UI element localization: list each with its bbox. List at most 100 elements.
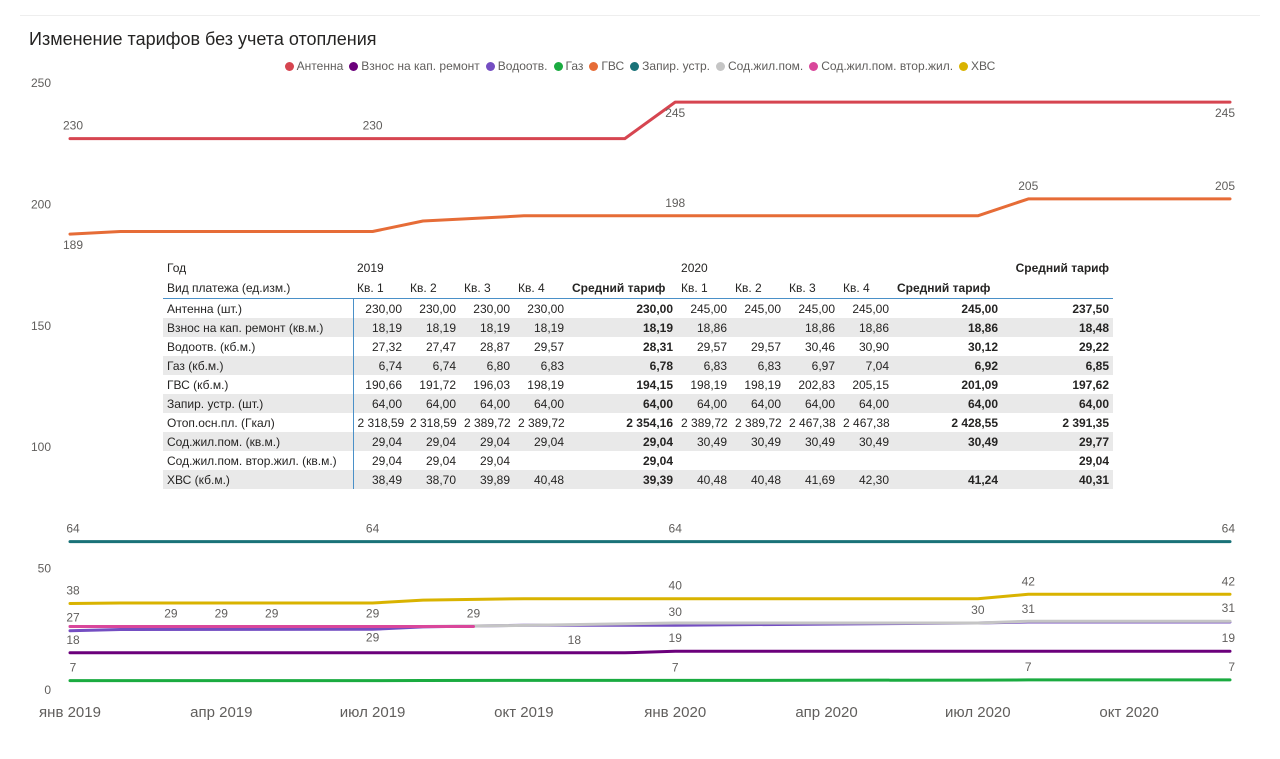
column-header: Кв. 3: [460, 278, 514, 299]
table-row: Сод.жил.пом. (кв.м.) 29,04 29,04 29,04 29,04…: [163, 432, 1114, 451]
table-cell: 30,49: [785, 432, 840, 451]
row-label: Водоотв. (кб.м.): [163, 337, 354, 356]
table-cell: 29,04: [353, 432, 406, 451]
table-cell: 2 389,72: [460, 413, 514, 432]
row-label: Отоп.осн.пл. (Гкал): [163, 413, 354, 432]
table-cell: 191,72: [406, 375, 460, 394]
row-label: Взнос на кап. ремонт (кв.м.): [163, 318, 354, 337]
row-label: Запир. устр. (шт.): [163, 394, 354, 413]
y-tick-label: 100: [31, 440, 51, 454]
table-cell: 41,24: [893, 470, 1003, 489]
table-cell: 30,12: [893, 337, 1003, 356]
column-header: Кв. 3: [785, 278, 840, 299]
legend-item[interactable]: Взнос на кап. ремонт: [349, 59, 480, 73]
table-cell: 2 467,38: [839, 413, 894, 432]
table-cell: 6,83: [677, 356, 732, 375]
table-cell: 2 428,55: [893, 413, 1003, 432]
data-label: 18: [568, 633, 582, 647]
table-cell: 6,80: [460, 356, 514, 375]
data-label: 19: [669, 631, 683, 645]
table-cell: 2 467,38: [785, 413, 840, 432]
table-cell: 18,19: [568, 318, 678, 337]
table-row: Газ (кб.м.) 6,74 6,74 6,80 6,83 6,78 6,83 6,83 6…: [163, 356, 1114, 375]
table-cell: 38,70: [406, 470, 460, 489]
table-cell: 6,85: [1002, 356, 1114, 375]
series-line: [68, 197, 1232, 236]
data-label: 42: [1222, 574, 1236, 588]
table-row: Запир. устр. (шт.) 64,00 64,00 64,00 64,00 64…: [163, 394, 1114, 413]
legend-item[interactable]: ГВС: [589, 59, 624, 73]
row-header-label[interactable]: Вид платежа (ед.изм.): [163, 278, 353, 299]
table-cell: 29,57: [731, 337, 786, 356]
table-row: Сод.жил.пом. втор.жил. (кв.м.) 29,04 29,04…: [163, 451, 1114, 470]
legend-label: Газ: [565, 59, 584, 73]
table-cell: 6,97: [785, 356, 840, 375]
table-cell: 245,00: [677, 298, 732, 318]
column-header: Средний тариф: [568, 278, 678, 299]
table-cell: 18,86: [839, 318, 894, 337]
table-cell: 198,19: [731, 375, 786, 394]
table-header-row: Год 2019 2020 Средний тариф: [163, 258, 1113, 278]
data-label: 64: [669, 522, 683, 536]
legend-item[interactable]: Газ: [553, 59, 584, 73]
table-cell: 237,50: [1002, 298, 1114, 318]
table-cell: [785, 451, 840, 470]
table-cell: 64,00: [406, 394, 460, 413]
year-header: 2019: [357, 261, 384, 275]
table-cell: 2 389,72: [731, 413, 786, 432]
row-label: Антенна (шт.): [163, 298, 354, 318]
column-header: Кв. 4: [839, 278, 894, 299]
table-cell: 40,48: [731, 470, 786, 489]
legend-label: Сод.жил.пом.: [728, 59, 804, 73]
table-cell: 18,19: [514, 318, 568, 337]
legend-marker: [716, 61, 726, 71]
data-label: 64: [66, 522, 80, 536]
table-cell: 245,00: [785, 298, 840, 318]
legend-marker: [553, 61, 563, 71]
x-tick-label: апр 2019: [190, 704, 252, 721]
legend-marker: [959, 61, 969, 71]
table-cell: 29,57: [677, 337, 732, 356]
data-label: 245: [1215, 106, 1235, 120]
year-label: Год: [167, 261, 187, 275]
legend-item[interactable]: Сод.жил.пом. втор.жил.: [809, 59, 953, 73]
legend-marker: [284, 61, 294, 71]
table-cell: 29,04: [568, 451, 678, 470]
table-cell: 64,00: [1002, 394, 1114, 413]
data-label: 29: [215, 606, 229, 620]
data-label: 7: [672, 660, 679, 674]
table-cell: 30,90: [839, 337, 894, 356]
data-label: 205: [1215, 179, 1235, 193]
data-label: 30: [971, 603, 985, 617]
legend-item[interactable]: Сод.жил.пом.: [716, 59, 803, 73]
table-cell: 64,00: [893, 394, 1003, 413]
table-row: ГВС (кб.м.) 190,66 191,72 196,03 198,19 194,1…: [163, 375, 1114, 394]
legend-marker: [485, 61, 495, 71]
table-cell: 38,49: [353, 470, 406, 489]
data-label: 29: [265, 606, 279, 620]
row-label: Сод.жил.пом. (кв.м.): [163, 432, 354, 451]
column-header: Кв. 4: [514, 278, 568, 299]
legend-item[interactable]: Антенна: [284, 59, 343, 73]
data-label: 230: [63, 119, 83, 133]
x-tick-label: июл 2020: [945, 704, 1011, 721]
legend-item[interactable]: ХВС: [959, 59, 995, 73]
table-cell: 29,04: [406, 432, 460, 451]
x-tick-label: апр 2020: [795, 704, 857, 721]
data-label: 189: [63, 238, 83, 252]
table-cell: [677, 451, 732, 470]
legend-item[interactable]: Водоотв.: [485, 59, 548, 73]
table-cell: 27,32: [353, 337, 406, 356]
table-cell: 29,04: [353, 451, 406, 470]
table-cell: [839, 451, 894, 470]
data-label: 19: [1222, 631, 1236, 645]
year-header: 2020: [681, 261, 708, 275]
table-cell: 230,00: [514, 298, 568, 318]
table-cell: 41,69: [785, 470, 840, 489]
table-cell: 6,74: [406, 356, 460, 375]
table-cell: 205,15: [839, 375, 894, 394]
legend-item[interactable]: Запир. устр.: [630, 59, 710, 73]
table-cell: 64,00: [460, 394, 514, 413]
table-cell: 27,47: [406, 337, 460, 356]
